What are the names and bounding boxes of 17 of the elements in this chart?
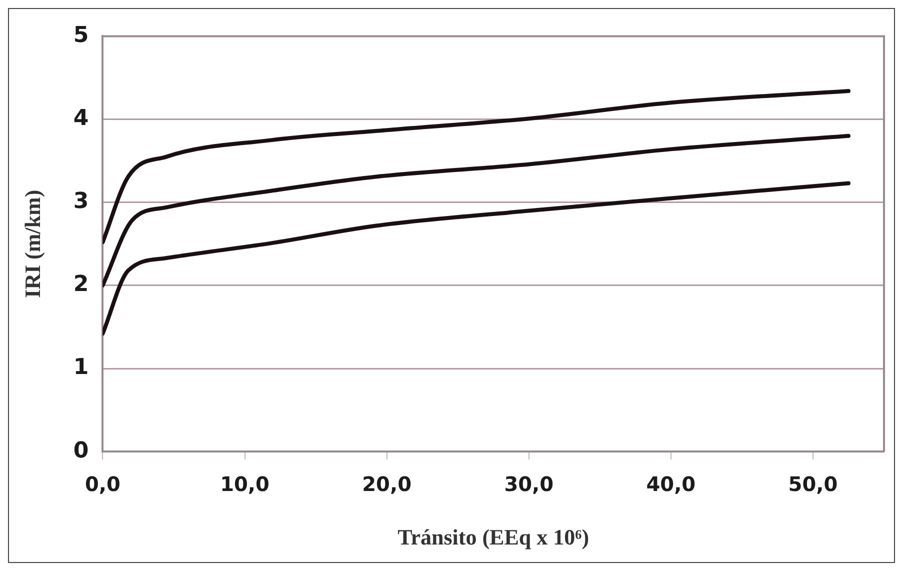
line-series	[102, 134, 850, 288]
y-tick-label: 2	[73, 272, 89, 298]
x-tick-label: 50,0	[788, 472, 838, 496]
y-tick-label: 1	[73, 355, 89, 380]
y-axis-title: IRI (m/km)	[20, 190, 45, 298]
line-series	[102, 181, 850, 336]
y-tick-label: 5	[73, 22, 89, 48]
x-tick-label: 40,0	[646, 472, 696, 496]
x-tick-label: 10,0	[220, 472, 270, 496]
line-series	[102, 89, 850, 244]
x-tick-label: 30,0	[504, 472, 554, 496]
y-tick-label: 4	[73, 106, 89, 131]
y-tick-label: 3	[73, 189, 89, 214]
x-tick-label: 20,0	[362, 472, 412, 496]
x-tick-label: 0,0	[84, 472, 120, 496]
y-tick-label: 0	[73, 438, 89, 464]
x-axis-title: Tránsito (EEq x 10⁶)	[398, 524, 590, 550]
